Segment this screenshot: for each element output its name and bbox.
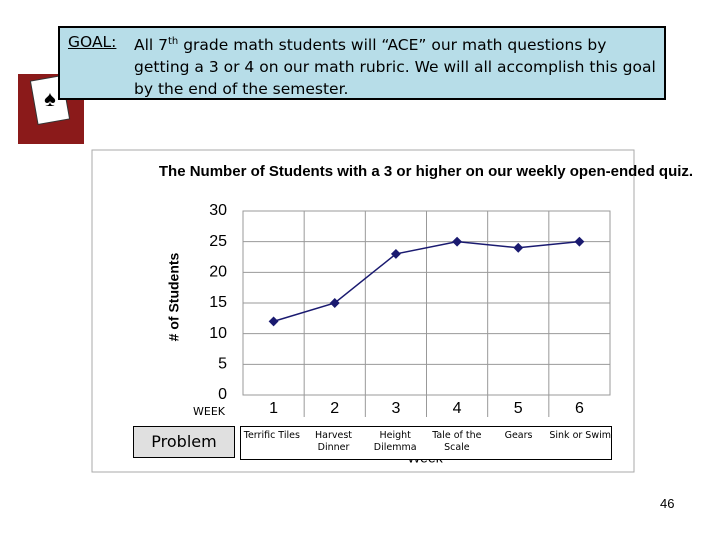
goal-text: All 7th grade math students will “ACE” o…: [134, 31, 664, 98]
chart-frame: [91, 149, 635, 473]
page-number: 46: [660, 496, 675, 511]
problem-name: Gears: [504, 430, 533, 441]
data-point: [452, 236, 463, 247]
problem-name: Tale of the Scale: [432, 430, 482, 453]
week-label: WEEK: [193, 405, 225, 418]
goal-box: GOAL: All 7th grade math students will “…: [58, 26, 666, 100]
y-axis-label: # of Students: [166, 252, 182, 341]
data-point: [268, 316, 279, 327]
data-line: [273, 240, 580, 323]
y-tick-label: 30: [209, 202, 227, 219]
x-tick-label: 5: [514, 400, 523, 417]
data-point: [329, 298, 340, 308]
problem-name: Sink or Swim: [549, 430, 612, 441]
x-tick-label: 3: [391, 400, 400, 417]
svg-text:♠: ♠: [44, 86, 56, 111]
superscript: th: [168, 36, 179, 47]
goal-label: GOAL:: [68, 33, 117, 51]
goal-text: grade math students will “ACE” our math …: [134, 36, 656, 99]
x-tick-label: 1: [269, 400, 278, 417]
y-tick-label: 0: [218, 386, 227, 403]
problem-row: Terrific Tiles Harvest Dinner Height Dilem…: [240, 426, 612, 460]
chart-title: The Number of Students with a 3 or highe…: [159, 163, 693, 180]
chart-title: The Number of Students with a 3 or highe…: [159, 163, 693, 180]
goal-text: All 7: [134, 36, 169, 55]
problem-label: Problem: [133, 426, 235, 458]
data-point: [574, 236, 585, 247]
problem-name: Height Dilemma: [373, 430, 417, 453]
data-point: [390, 248, 401, 259]
y-tick-label: 10: [209, 325, 227, 342]
x-tick-label: 6: [575, 400, 584, 417]
y-tick-label: 15: [209, 294, 227, 311]
y-tick-label: 5: [218, 356, 227, 373]
x-tick-label: 4: [453, 400, 462, 417]
x-tick-label: 2: [330, 400, 339, 417]
y-tick-label: 25: [209, 233, 227, 250]
problem-name: Terrific Tiles: [243, 430, 300, 441]
y-tick-label: 20: [209, 264, 227, 281]
data-point: [513, 242, 524, 253]
problem-name: Harvest Dinner: [315, 430, 353, 453]
